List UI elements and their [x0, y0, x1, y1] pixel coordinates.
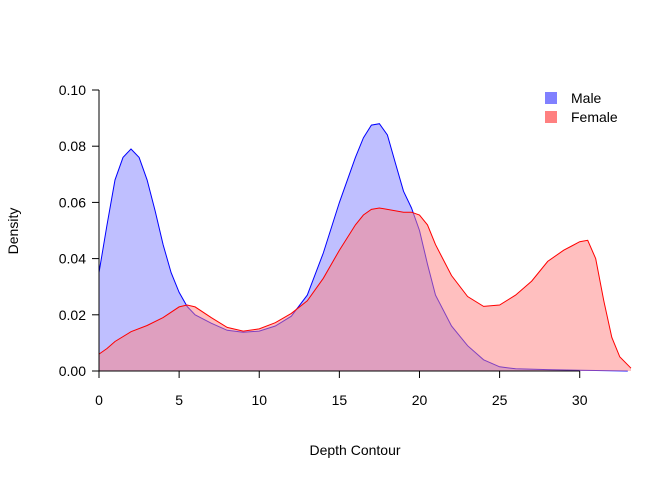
x-tick-label: 25 — [492, 392, 508, 408]
x-axis-title: Depth Contour — [309, 442, 400, 458]
y-tick-label: 0.06 — [59, 194, 86, 210]
series-female-area — [99, 208, 631, 371]
x-tick-label: 5 — [175, 392, 183, 408]
legend-label-male: Male — [571, 90, 602, 106]
y-tick-label: 0.02 — [59, 307, 86, 323]
x-tick-label: 10 — [251, 392, 267, 408]
series-female-line — [98, 207, 632, 369]
x-tick-label: 15 — [332, 392, 348, 408]
y-axis: 0.00 0.02 0.04 0.06 0.08 0.10 — [59, 82, 100, 379]
y-tick-label: 0.10 — [59, 82, 86, 98]
x-tick-label: 0 — [95, 392, 103, 408]
x-axis: 0 5 10 15 20 25 30 — [95, 370, 588, 408]
legend-swatch-female — [545, 111, 557, 123]
plot-area — [98, 123, 632, 372]
legend-label-female: Female — [571, 109, 618, 125]
y-tick-label: 0.08 — [59, 138, 86, 154]
y-axis-title: Density — [5, 208, 21, 255]
legend: Male Female — [545, 90, 618, 125]
legend-swatch-male — [545, 92, 557, 104]
x-tick-label: 30 — [572, 392, 588, 408]
x-tick-label: 20 — [412, 392, 428, 408]
y-tick-label: 0.00 — [59, 363, 86, 379]
y-tick-label: 0.04 — [59, 251, 86, 267]
